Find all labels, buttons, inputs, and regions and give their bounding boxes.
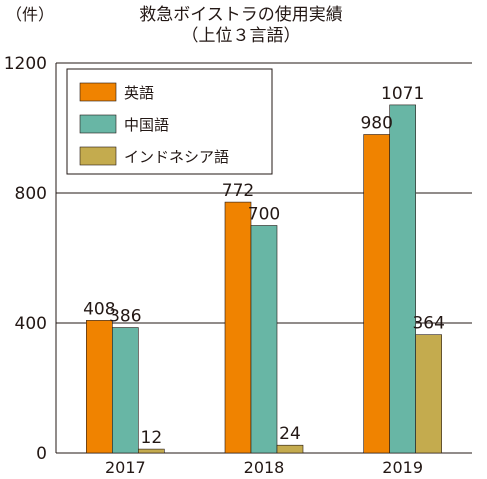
data-label: 1071 [381, 84, 424, 104]
bar [86, 320, 113, 454]
y-tick-label: 400 [15, 314, 47, 334]
y-axis-unit: （件） [6, 5, 54, 24]
data-label: 12 [141, 428, 163, 448]
bar [250, 225, 278, 454]
data-label: 700 [248, 205, 280, 225]
data-label: 408 [83, 299, 115, 319]
legend-swatch [79, 114, 117, 134]
data-label: 386 [109, 307, 141, 327]
data-label: 24 [279, 424, 301, 444]
bar [138, 448, 165, 454]
legend-label: インドネシア語 [124, 148, 229, 166]
bar [224, 201, 252, 454]
x-tick-label: 2018 [244, 458, 285, 477]
y-tick-label: 800 [15, 184, 47, 204]
data-label: 772 [222, 181, 254, 201]
y-tick-label: 1200 [4, 54, 47, 74]
chart-title: 救急ボイストラの使用実績 [139, 4, 343, 25]
bar [276, 444, 304, 454]
y-tick-labels: 0 400 800 1200 [4, 54, 47, 464]
x-tick-label: 2019 [382, 458, 423, 477]
bar [112, 327, 139, 454]
data-label: 364 [412, 314, 444, 334]
legend-label: 英語 [124, 84, 154, 102]
legend-label: 中国語 [124, 116, 169, 134]
x-tick-labels: 2017 2018 2019 [105, 458, 423, 477]
y-tick-label: 0 [36, 444, 47, 464]
bar [363, 134, 390, 454]
bar [389, 104, 416, 454]
legend-swatch [79, 82, 117, 102]
bars [86, 104, 442, 454]
data-label: 980 [360, 114, 392, 134]
bar [415, 334, 442, 454]
x-tick-label: 2017 [105, 458, 146, 477]
legend-swatch [79, 146, 117, 166]
chart-subtitle: （上位３言語） [182, 26, 301, 46]
